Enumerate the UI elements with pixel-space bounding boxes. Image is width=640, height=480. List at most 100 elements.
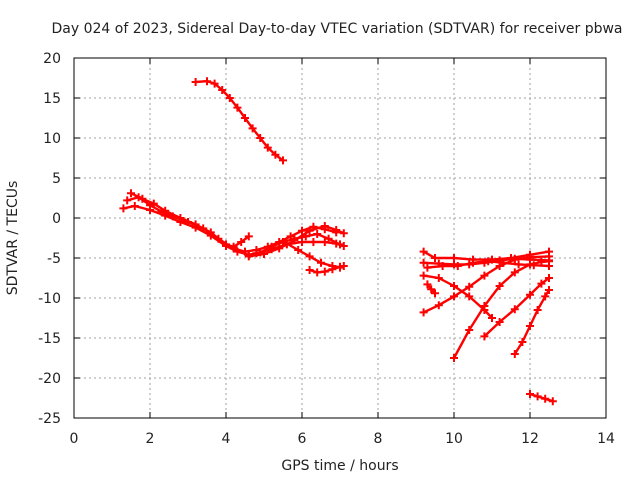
plot-frame [73,57,607,419]
data-point [328,262,337,270]
data-point [514,260,523,269]
data-point [465,326,474,334]
data-point [469,258,477,267]
data-point [510,305,519,314]
data-point [271,150,280,159]
series-line [129,191,251,249]
y-tick-label: -15 [38,331,61,347]
data-point [252,249,261,258]
y-axis-label: SDTVAR / TECUs [5,181,21,296]
data-point [332,226,341,234]
data-point [237,238,246,246]
data-point [533,392,542,401]
series-s1 [191,77,287,165]
data-point [336,263,344,272]
data-point [495,262,504,270]
series-s14 [450,257,553,362]
data-point [450,282,458,290]
data-point [263,143,272,152]
series-s5 [244,222,348,261]
data-point [450,292,458,301]
data-point [305,266,314,274]
data-point [526,322,534,330]
data-point [423,263,432,272]
x-tick-labels: 0 2 4 6 8 10 12 14 [70,431,615,447]
data-point [191,78,200,86]
data-point [161,206,170,215]
data-point [309,238,318,246]
data-point [548,397,557,406]
data-point [510,268,519,277]
data-point [339,242,348,250]
data-point [339,262,348,270]
data-point [419,247,428,256]
chart-title: Day 024 of 2023, Sidereal Day-to-day VTE… [51,21,622,37]
data-point [495,282,504,290]
data-point [176,214,185,222]
data-point [244,232,253,241]
y-tick-label: -20 [38,371,61,387]
data-point [138,194,147,203]
data-point [526,290,534,299]
series-s16 [510,286,553,358]
data-point [480,271,489,280]
y-tick-label: 10 [43,131,61,147]
data-point [419,271,428,280]
data-point [279,156,287,165]
data-point [533,306,542,314]
y-tick-label: 5 [52,171,61,187]
data-point [282,239,291,248]
data-point [419,258,428,267]
data-point [222,240,230,249]
x-tick-label: 6 [298,431,307,447]
data-point [218,86,227,94]
series-s17 [423,280,439,298]
y-tick-label: 0 [52,211,61,227]
data-point [127,189,135,198]
data-point [526,390,534,398]
data-point [294,246,303,254]
data-point [537,279,546,288]
data-point [225,94,234,102]
data-point [545,286,553,294]
series-line [528,392,554,403]
data-point [545,257,553,266]
y-tick-label: -25 [38,411,61,427]
data-point [419,308,428,317]
x-axis-label: GPS time / hours [281,458,398,474]
data-point [241,114,249,122]
grid [74,58,606,418]
series-s13 [419,252,553,317]
data-point [320,222,329,230]
series-layer [119,77,557,406]
x-tick-label: 12 [521,431,539,447]
y-tick-label: 15 [43,91,61,107]
x-tick-label: 8 [374,431,383,447]
data-point [317,258,325,267]
data-point [332,239,341,248]
data-point [510,255,519,264]
data-point [233,103,242,112]
data-point [541,292,550,301]
data-point [431,289,439,298]
data-point [484,257,493,266]
x-tick-label: 0 [70,431,79,447]
y-tick-labels: -25 -20 -15 -10 -5 0 5 10 15 20 [38,51,61,427]
data-point [545,274,553,282]
data-point [480,332,489,341]
data-point [244,252,253,261]
series-s15 [480,274,553,341]
data-point [434,274,443,282]
data-point [488,314,496,322]
data-point [480,302,489,310]
data-point [298,238,306,246]
data-point [518,338,527,346]
data-point [313,230,322,238]
data-point [526,253,534,262]
data-point [510,350,519,358]
series-line [513,288,551,356]
y-tick-label: 20 [43,51,61,67]
data-point [305,252,314,261]
series-s8 [282,239,344,272]
